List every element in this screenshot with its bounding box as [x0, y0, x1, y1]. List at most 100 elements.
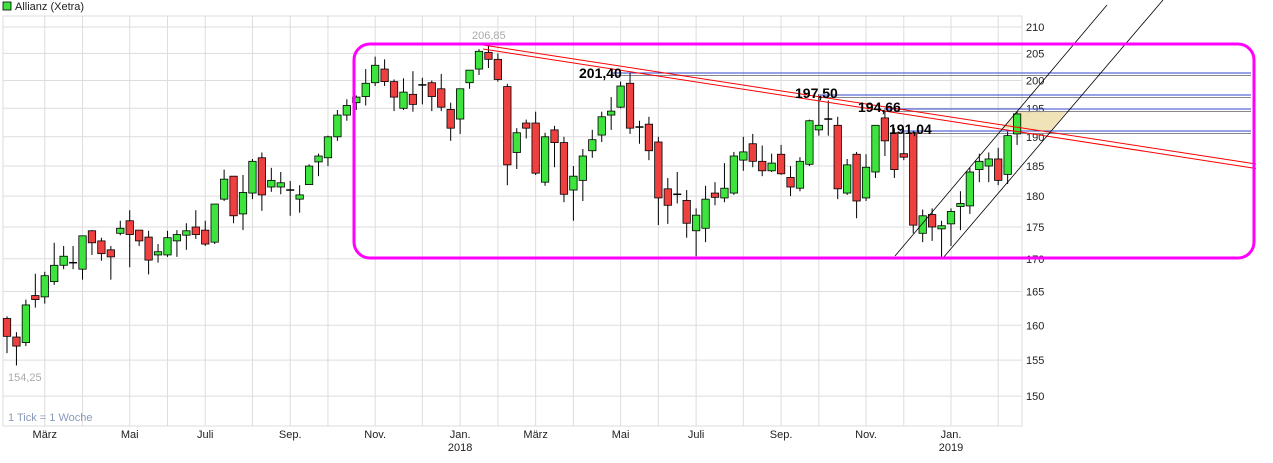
- annotation-194-66: 194,66: [858, 99, 901, 115]
- candle-body: [588, 139, 597, 152]
- candle-body: [97, 240, 106, 255]
- candle-body: [814, 124, 823, 131]
- trend-lines: [482, 44, 1257, 169]
- candle: [229, 175, 238, 224]
- candle: [153, 244, 163, 263]
- candle-body: [116, 227, 125, 234]
- candle: [257, 152, 266, 211]
- channel-line-upper: [894, 4, 1108, 257]
- candle: [758, 145, 767, 177]
- candle-body: [909, 132, 918, 226]
- candle: [484, 43, 493, 68]
- candle-body: [918, 215, 927, 234]
- legend-label: Allianz (Xetra): [15, 1, 84, 13]
- candle-body: [767, 162, 776, 172]
- candle: [937, 220, 946, 257]
- candle-body: [597, 116, 606, 136]
- candle: [559, 136, 569, 203]
- candle: [918, 209, 927, 243]
- candle-body: [729, 155, 738, 194]
- candle: [522, 119, 531, 139]
- candle-body: [654, 141, 663, 199]
- candle: [890, 128, 899, 178]
- candle: [569, 166, 578, 221]
- candle-body: [512, 132, 521, 153]
- candle-body: [843, 164, 852, 194]
- candle-body: [710, 192, 720, 198]
- candle: [399, 78, 408, 110]
- candle: [371, 56, 380, 87]
- candle: [210, 203, 219, 245]
- candle: [635, 120, 644, 144]
- y-tick-label: 210: [1026, 22, 1044, 34]
- candle: [824, 100, 833, 136]
- candle-body: [786, 176, 795, 188]
- candle: [909, 130, 918, 234]
- candle: [493, 53, 502, 82]
- candle-body: [522, 122, 531, 129]
- candle-body: [87, 230, 97, 244]
- annotation-high: 206,85: [472, 30, 506, 42]
- candle: [786, 166, 795, 197]
- candle: [78, 235, 87, 280]
- candle: [899, 131, 908, 161]
- candle-body: [833, 124, 842, 190]
- candle: [40, 271, 49, 304]
- candle: [673, 171, 682, 204]
- candle-body: [465, 69, 474, 84]
- candle-body: [59, 255, 68, 266]
- candle: [144, 230, 153, 275]
- candle: [720, 163, 729, 203]
- candle: [588, 129, 597, 158]
- x-tick-year: 2018: [448, 442, 472, 454]
- candle: [238, 174, 248, 231]
- candle: [201, 220, 210, 246]
- candle: [125, 210, 134, 268]
- candle: [654, 136, 663, 226]
- downtrend-line-lower: [482, 48, 1257, 169]
- candle-body: [408, 93, 418, 105]
- candle: [833, 116, 842, 200]
- candle: [267, 167, 276, 192]
- tick-interval-note: 1 Tick = 1 Woche: [8, 412, 92, 424]
- candle-body: [342, 105, 351, 116]
- candle-body: [899, 153, 908, 158]
- candle: [163, 230, 172, 257]
- candle: [446, 102, 455, 141]
- candle: [692, 208, 701, 257]
- candle: [540, 132, 550, 186]
- candle: [701, 185, 710, 243]
- candle-body: [965, 171, 974, 207]
- candle-body: [550, 129, 559, 143]
- candle-body: [295, 194, 304, 200]
- candle: [106, 245, 115, 280]
- candle: [361, 69, 370, 106]
- y-tick-label: 170: [1026, 254, 1044, 266]
- candle: [710, 182, 720, 206]
- candles: [2, 43, 1022, 366]
- candle: [597, 111, 606, 143]
- candle-body: [371, 64, 380, 84]
- candle: [984, 152, 993, 183]
- candle-body: [795, 160, 805, 189]
- candle: [31, 273, 40, 308]
- candle: [172, 230, 182, 257]
- x-tick-label: Juli: [197, 429, 214, 441]
- candle-body: [937, 225, 946, 230]
- candle: [748, 133, 757, 168]
- candle: [50, 242, 59, 285]
- candle-body: [956, 203, 965, 207]
- candle: [616, 81, 625, 109]
- candle-body: [861, 166, 871, 199]
- candle: [276, 171, 285, 195]
- candle: [644, 116, 654, 161]
- candle: [437, 73, 446, 112]
- candle: [1003, 131, 1012, 184]
- candle-body: [739, 151, 748, 161]
- candle-body: [106, 249, 115, 258]
- candle: [380, 59, 389, 87]
- candle: [975, 153, 984, 183]
- candle-body: [493, 58, 502, 80]
